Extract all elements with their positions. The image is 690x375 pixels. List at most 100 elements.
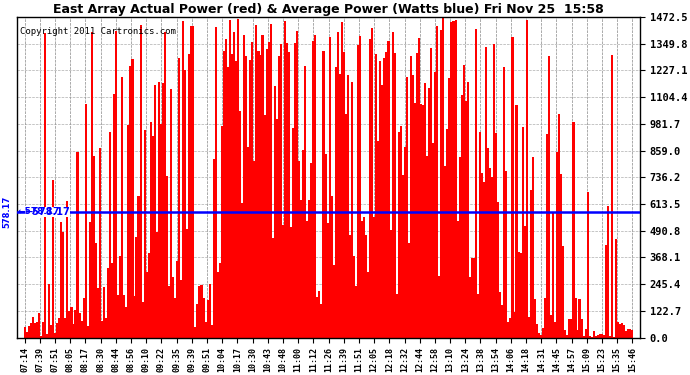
Bar bbox=[213, 159, 215, 338]
Bar bbox=[23, 327, 26, 338]
Bar bbox=[204, 321, 207, 338]
Bar bbox=[611, 55, 613, 338]
Bar bbox=[584, 329, 586, 338]
Bar bbox=[463, 65, 465, 338]
Bar bbox=[580, 319, 582, 338]
Bar bbox=[227, 68, 229, 338]
Bar bbox=[44, 33, 46, 338]
Bar bbox=[174, 298, 176, 338]
Bar bbox=[347, 75, 349, 338]
Bar bbox=[363, 217, 365, 338]
Bar bbox=[199, 286, 201, 338]
Bar bbox=[81, 321, 83, 338]
Bar bbox=[294, 43, 296, 338]
Bar bbox=[453, 21, 455, 338]
Bar bbox=[221, 126, 223, 338]
Bar bbox=[395, 294, 397, 338]
Bar bbox=[542, 328, 544, 338]
Bar bbox=[501, 305, 504, 338]
Bar bbox=[324, 154, 326, 338]
Bar bbox=[99, 148, 101, 338]
Bar bbox=[402, 176, 404, 338]
Bar bbox=[457, 221, 459, 338]
Bar bbox=[349, 235, 351, 338]
Bar bbox=[361, 221, 363, 338]
Bar bbox=[497, 202, 500, 338]
Bar bbox=[225, 39, 227, 338]
Bar bbox=[48, 284, 50, 338]
Bar bbox=[432, 143, 434, 338]
Bar bbox=[249, 60, 251, 338]
Bar bbox=[107, 268, 109, 338]
Bar bbox=[34, 323, 36, 338]
Text: 578.17: 578.17 bbox=[2, 195, 11, 228]
Bar bbox=[522, 128, 524, 338]
Text: ←578.17: ←578.17 bbox=[17, 207, 59, 216]
Bar bbox=[404, 147, 406, 338]
Bar bbox=[172, 278, 174, 338]
Bar bbox=[201, 285, 203, 338]
Bar bbox=[442, 18, 444, 338]
Bar bbox=[162, 83, 164, 338]
Bar bbox=[418, 38, 420, 338]
Bar bbox=[168, 286, 170, 338]
Bar bbox=[231, 54, 233, 338]
Bar bbox=[83, 298, 85, 338]
Bar bbox=[277, 56, 280, 338]
Bar bbox=[386, 53, 388, 338]
Bar bbox=[97, 288, 99, 338]
Bar bbox=[206, 300, 208, 338]
Bar bbox=[239, 111, 241, 338]
Bar bbox=[46, 334, 48, 338]
Bar bbox=[341, 22, 343, 338]
Bar bbox=[210, 325, 213, 338]
Bar bbox=[292, 128, 294, 338]
Bar bbox=[575, 298, 577, 338]
Bar bbox=[70, 307, 72, 338]
Bar bbox=[68, 311, 70, 338]
Bar bbox=[337, 32, 339, 338]
Bar bbox=[266, 49, 268, 338]
Bar bbox=[513, 312, 515, 338]
Bar bbox=[562, 246, 564, 338]
Bar bbox=[139, 26, 141, 338]
Bar bbox=[247, 147, 249, 338]
Bar bbox=[152, 136, 154, 338]
Bar bbox=[591, 336, 593, 338]
Bar bbox=[617, 322, 619, 338]
Bar bbox=[235, 61, 237, 338]
Bar bbox=[54, 333, 57, 338]
Bar bbox=[631, 330, 633, 338]
Bar bbox=[495, 133, 497, 338]
Bar bbox=[146, 272, 148, 338]
Bar bbox=[382, 85, 384, 338]
Bar bbox=[410, 56, 412, 338]
Bar bbox=[414, 103, 416, 338]
Bar bbox=[597, 335, 599, 338]
Bar bbox=[28, 326, 30, 338]
Bar bbox=[393, 53, 395, 338]
Bar bbox=[128, 125, 130, 338]
Bar bbox=[528, 317, 530, 338]
Bar bbox=[150, 122, 152, 338]
Bar bbox=[217, 272, 219, 338]
Bar bbox=[493, 44, 495, 338]
Bar bbox=[270, 24, 272, 338]
Bar bbox=[245, 56, 247, 338]
Bar bbox=[491, 177, 493, 338]
Bar bbox=[500, 292, 502, 338]
Bar bbox=[302, 150, 304, 338]
Bar bbox=[534, 300, 536, 338]
Bar bbox=[601, 334, 603, 338]
Bar bbox=[593, 331, 595, 338]
Bar bbox=[564, 330, 566, 338]
Bar bbox=[72, 324, 75, 338]
Bar bbox=[166, 176, 168, 338]
Bar bbox=[464, 101, 467, 338]
Bar bbox=[595, 336, 597, 338]
Bar bbox=[544, 298, 546, 338]
Bar bbox=[85, 104, 87, 338]
Bar bbox=[328, 37, 331, 338]
Bar bbox=[202, 298, 205, 338]
Bar bbox=[621, 323, 623, 338]
